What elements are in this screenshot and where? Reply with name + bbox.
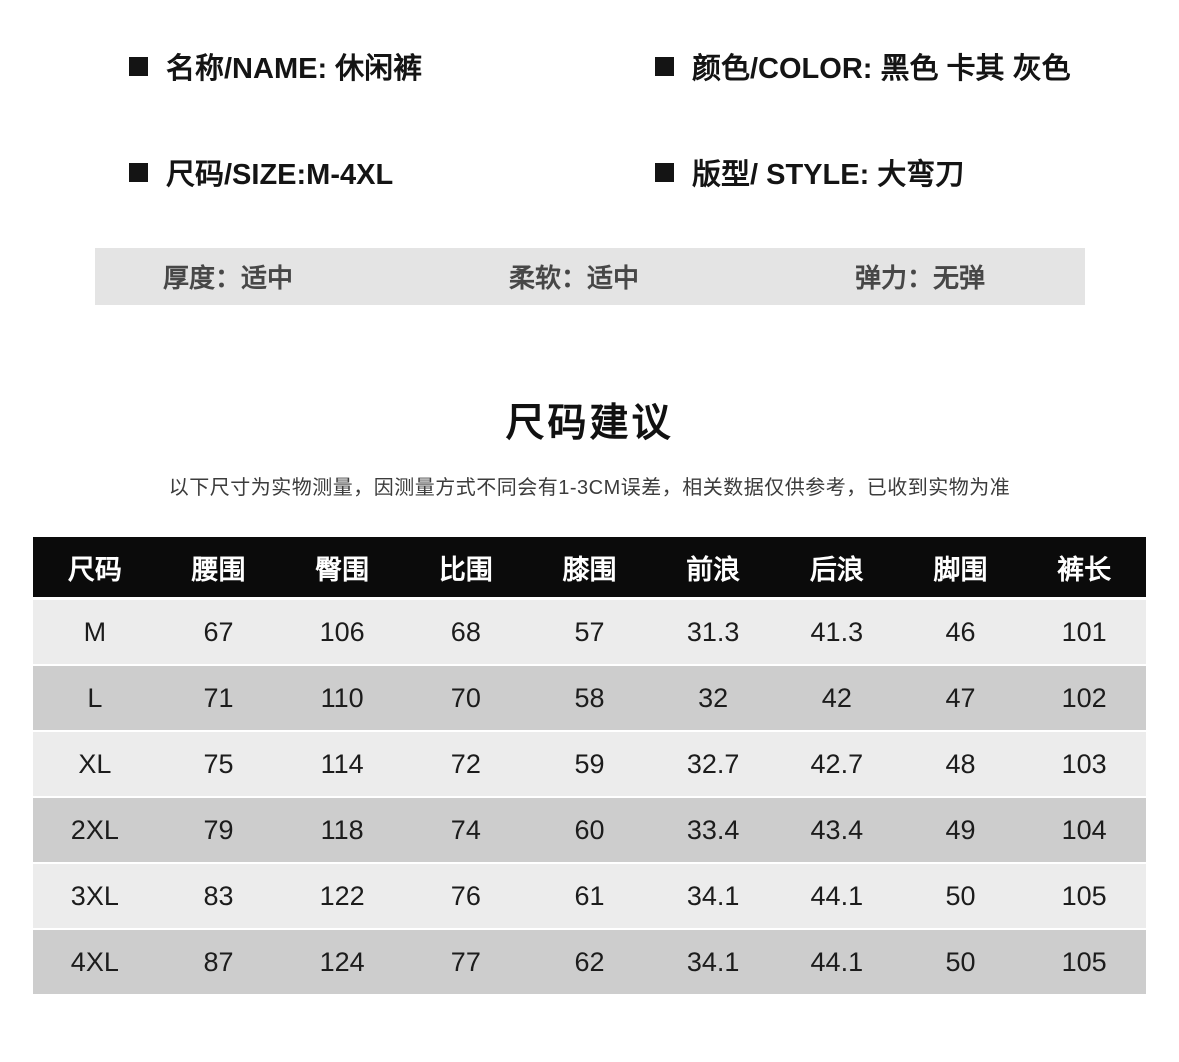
table-cell: 42.7 bbox=[810, 748, 864, 779]
table-cell: 72 bbox=[450, 748, 481, 779]
table-cell: 124 bbox=[319, 946, 365, 977]
column-header: 尺码 bbox=[67, 554, 122, 585]
table-row: 2XL 79 118 74 60 33.4 43.4 49 104 bbox=[33, 798, 1146, 862]
table-cell: 103 bbox=[1061, 748, 1107, 779]
table-cell: 57 bbox=[574, 616, 605, 647]
column-header: 膝围 bbox=[562, 554, 617, 585]
table-cell: 2XL bbox=[70, 814, 119, 845]
table-cell: 4XL bbox=[70, 946, 119, 977]
table-cell: 49 bbox=[945, 814, 976, 845]
spec-style: 版型/ STYLE: 大弯刀 bbox=[655, 154, 965, 191]
attribute-softness: 柔软：适中 bbox=[508, 263, 639, 293]
table-cell: 110 bbox=[320, 682, 364, 713]
spec-color-label: 颜色/COLOR: 黑色 卡其 灰色 bbox=[692, 53, 1071, 85]
table-cell: 47 bbox=[945, 682, 976, 713]
column-header: 臀围 bbox=[315, 554, 370, 585]
table-cell: 50 bbox=[945, 880, 976, 911]
size-guide-note: 以下尺寸为实物测量，因测量方式不同会有1-3CM误差，相关数据仅供参考，已收到实… bbox=[168, 477, 1011, 499]
table-cell: 44.1 bbox=[810, 946, 864, 977]
table-cell: 102 bbox=[1061, 682, 1107, 713]
column-header: 裤长 bbox=[1057, 554, 1112, 585]
table-row: 3XL 83 122 76 61 34.1 44.1 50 105 bbox=[33, 864, 1146, 928]
table-cell: 114 bbox=[320, 748, 364, 779]
table-cell: 68 bbox=[450, 616, 481, 647]
table-cell: 44.1 bbox=[810, 880, 864, 911]
table-cell: 62 bbox=[574, 946, 605, 977]
table-cell: XL bbox=[78, 748, 112, 779]
table-cell: 122 bbox=[319, 880, 365, 911]
column-header: 腰围 bbox=[191, 554, 246, 585]
attribute-elasticity: 弹力：无弹 bbox=[854, 263, 985, 293]
table-row: XL 75 114 72 59 32.7 42.7 48 103 bbox=[33, 732, 1146, 796]
table-row: L 71 110 70 58 32 42 47 102 bbox=[33, 666, 1146, 730]
size-guide-title: 尺码建议 bbox=[505, 402, 674, 445]
table-cell: 41.3 bbox=[810, 616, 864, 647]
spec-size-label: 尺码/SIZE:M-4XL bbox=[166, 159, 394, 191]
table-cell: 46 bbox=[945, 616, 976, 647]
table-cell: 33.4 bbox=[686, 814, 740, 845]
table-cell: 74 bbox=[450, 814, 481, 845]
table-cell: 79 bbox=[203, 814, 234, 845]
table-cell: 105 bbox=[1061, 880, 1107, 911]
table-cell: 71 bbox=[203, 682, 234, 713]
table-row: M 67 106 68 57 31.3 41.3 46 101 bbox=[33, 600, 1146, 664]
table-cell: 43.4 bbox=[810, 814, 864, 845]
table-cell: 101 bbox=[1061, 616, 1107, 647]
attribute-bar: 厚度：适中 柔软：适中 弹力：无弹 bbox=[95, 248, 1085, 305]
table-cell: 32.7 bbox=[686, 748, 740, 779]
size-table-header-row: 尺码 腰围 臀围 比围 膝围 前浪 后浪 脚围 裤长 bbox=[33, 537, 1146, 597]
bullet-square-icon bbox=[655, 56, 674, 76]
table-cell: 42 bbox=[821, 682, 852, 713]
table-cell: 34.1 bbox=[686, 880, 740, 911]
table-cell: 3XL bbox=[70, 880, 119, 911]
table-cell: 77 bbox=[450, 946, 481, 977]
spec-size: 尺码/SIZE:M-4XL bbox=[129, 154, 394, 191]
spec-color: 颜色/COLOR: 黑色 卡其 灰色 bbox=[655, 48, 1071, 85]
attribute-thickness: 厚度：适中 bbox=[163, 263, 294, 293]
table-cell: 83 bbox=[203, 880, 234, 911]
table-cell: 76 bbox=[450, 880, 481, 911]
bullet-square-icon bbox=[129, 162, 148, 182]
table-cell: 50 bbox=[945, 946, 976, 977]
table-cell: L bbox=[87, 682, 103, 713]
table-cell: 58 bbox=[574, 682, 605, 713]
table-cell: 31.3 bbox=[686, 616, 740, 647]
size-table: 尺码 腰围 臀围 比围 膝围 前浪 后浪 脚围 裤长 M 67 106 68 5… bbox=[33, 537, 1146, 994]
table-cell: 106 bbox=[319, 616, 365, 647]
column-header: 前浪 bbox=[686, 554, 741, 585]
table-cell: 67 bbox=[203, 616, 234, 647]
spec-style-label: 版型/ STYLE: 大弯刀 bbox=[692, 159, 965, 191]
table-cell: 75 bbox=[203, 748, 234, 779]
table-row: 4XL 87 124 77 62 34.1 44.1 50 105 bbox=[33, 930, 1146, 994]
spec-name-label: 名称/NAME: 休闲裤 bbox=[166, 53, 423, 85]
table-cell: 118 bbox=[320, 814, 364, 845]
table-cell: 70 bbox=[450, 682, 481, 713]
column-header: 比围 bbox=[438, 554, 493, 585]
bullet-square-icon bbox=[129, 56, 148, 76]
table-cell: 104 bbox=[1061, 814, 1107, 845]
bullet-square-icon bbox=[655, 162, 674, 182]
table-cell: 59 bbox=[574, 748, 605, 779]
table-cell: 34.1 bbox=[686, 946, 740, 977]
column-header: 脚围 bbox=[933, 554, 988, 585]
table-cell: 48 bbox=[945, 748, 976, 779]
table-cell: 105 bbox=[1061, 946, 1107, 977]
column-header: 后浪 bbox=[809, 554, 864, 585]
spec-name: 名称/NAME: 休闲裤 bbox=[129, 48, 423, 85]
table-cell: 61 bbox=[574, 880, 605, 911]
table-cell: 32 bbox=[698, 682, 729, 713]
table-cell: M bbox=[83, 616, 107, 647]
table-cell: 60 bbox=[574, 814, 605, 845]
table-cell: 87 bbox=[203, 946, 234, 977]
